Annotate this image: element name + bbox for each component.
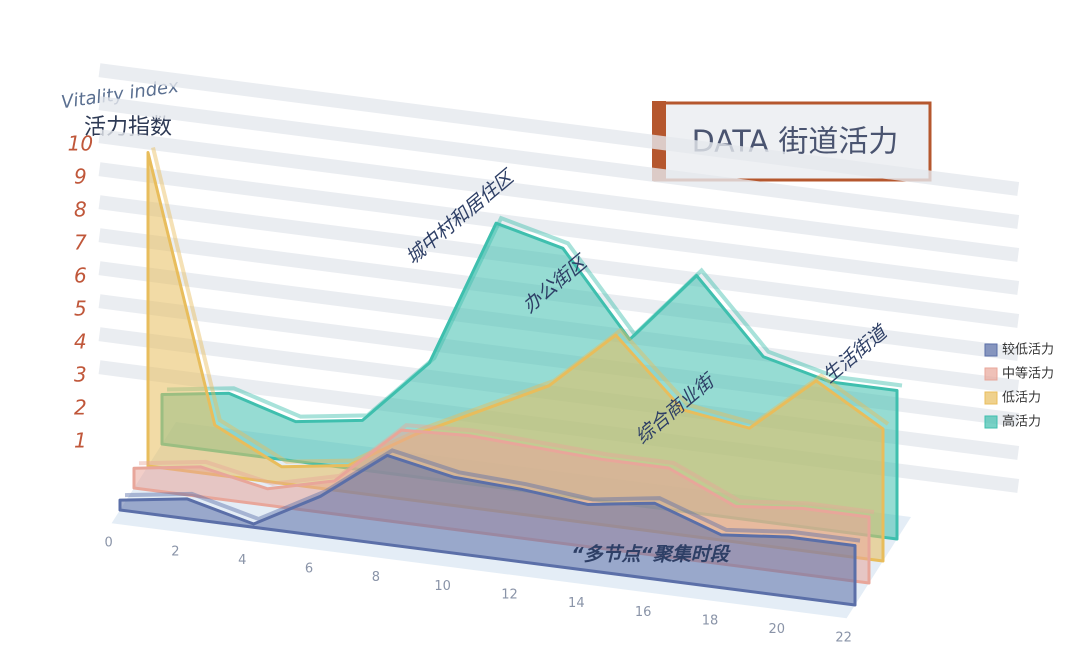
area-edge <box>138 423 875 514</box>
legend-label: 较低活力 <box>1002 343 1054 358</box>
legend-label: 高活力 <box>1002 414 1041 430</box>
y-tick-label: 4 <box>74 329 87 353</box>
x-tick-label: 6 <box>305 562 313 577</box>
x-tick-label: 12 <box>501 588 518 603</box>
x-tick-label: 0 <box>104 536 112 551</box>
y-tick-label: 8 <box>74 197 87 221</box>
area-edge <box>124 448 861 543</box>
legend-swatch <box>984 343 998 357</box>
x-tick-label: 8 <box>372 570 380 585</box>
y-tick-label: 5 <box>74 296 87 320</box>
legend-swatch <box>984 367 998 381</box>
x-tick-label: 10 <box>434 579 451 594</box>
x-tick-label: 20 <box>769 622 786 637</box>
grid-line <box>98 96 1020 229</box>
y-tick-label: 10 <box>68 131 93 155</box>
legend-swatch <box>984 415 998 429</box>
area-edge <box>151 147 890 464</box>
legend-label: 中等活力 <box>1002 366 1054 382</box>
area <box>118 453 857 607</box>
y-tick-label: 1 <box>74 428 87 452</box>
grid-line <box>98 63 1020 196</box>
y-tick-label: 2 <box>74 395 87 419</box>
grid-line <box>98 129 1020 262</box>
x-tick-label: 16 <box>635 605 652 620</box>
legend-label: 低活力 <box>1002 391 1041 406</box>
area-edge <box>166 215 903 419</box>
y-tick-label: 7 <box>74 230 87 254</box>
grid-line <box>98 162 1020 295</box>
x-tick-label: 4 <box>238 553 246 568</box>
area <box>146 151 885 563</box>
y-tick-label: 6 <box>74 263 87 287</box>
annotation: “多节点“聚集时段 <box>571 544 730 566</box>
y-tick-label: 9 <box>74 164 87 188</box>
y-tick-label: 3 <box>74 362 87 386</box>
x-tick-label: 14 <box>568 596 585 611</box>
x-tick-label: 22 <box>835 631 852 646</box>
legend-swatch <box>984 391 998 405</box>
x-tick-label: 2 <box>171 544 179 559</box>
x-tick-label: 18 <box>702 613 719 628</box>
